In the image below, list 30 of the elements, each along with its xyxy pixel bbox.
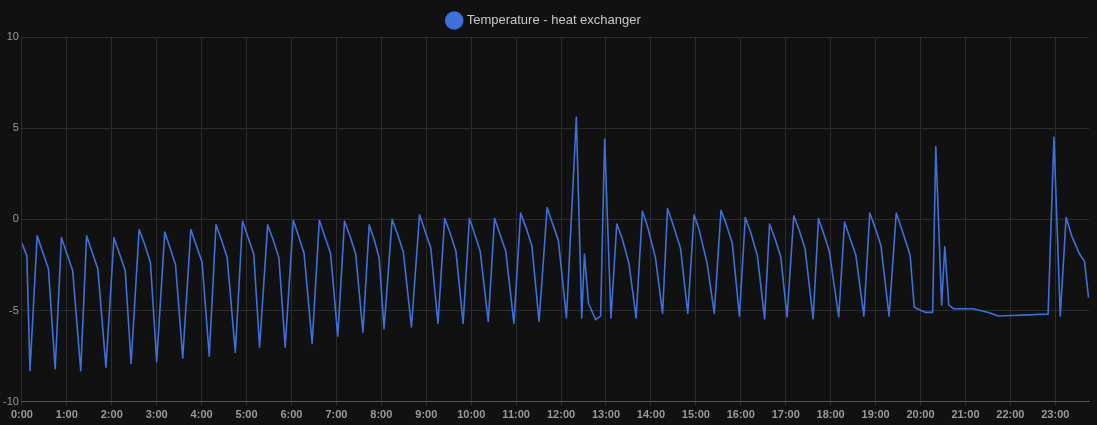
x-tick-label: 5:00 — [235, 408, 258, 421]
y-tick-label: -5 — [9, 303, 19, 316]
y-tick-label: 0 — [12, 212, 19, 225]
x-tick-label: 14:00 — [636, 408, 665, 421]
x-tick-label: 15:00 — [681, 408, 710, 421]
x-tick-label: 19:00 — [861, 408, 890, 421]
x-tick-label: 22:00 — [996, 408, 1025, 421]
x-tick-label: 11:00 — [502, 408, 530, 421]
x-tick-label: 10:00 — [457, 408, 486, 421]
x-tick-label: 20:00 — [906, 408, 935, 421]
x-tick-label: 17:00 — [771, 408, 800, 421]
x-tick-label: 23:00 — [1041, 408, 1070, 421]
x-tick-label: 7:00 — [325, 408, 348, 421]
x-tick-label: 9:00 — [415, 408, 438, 421]
x-tick-label: 13:00 — [591, 408, 621, 421]
y-tick-label: -10 — [2, 394, 19, 407]
x-tick-label: 16:00 — [726, 408, 755, 421]
x-tick-label: 2:00 — [100, 408, 123, 421]
x-tick-label: 1:00 — [55, 408, 78, 421]
x-tick-label: 18:00 — [816, 408, 845, 421]
x-tick-label: 21:00 — [951, 408, 980, 421]
x-tick-label: 3:00 — [145, 408, 168, 421]
legend-label: Temperature - heat exchanger — [466, 12, 642, 28]
y-tick-label: 10 — [6, 30, 19, 43]
x-tick-label: 8:00 — [370, 408, 393, 421]
x-tick-label: 0:00 — [10, 408, 33, 421]
x-tick-label: 6:00 — [280, 408, 303, 421]
x-tick-label: 4:00 — [190, 408, 213, 421]
y-tick-label: 5 — [12, 121, 19, 134]
x-tick-label: 12:00 — [547, 408, 576, 421]
